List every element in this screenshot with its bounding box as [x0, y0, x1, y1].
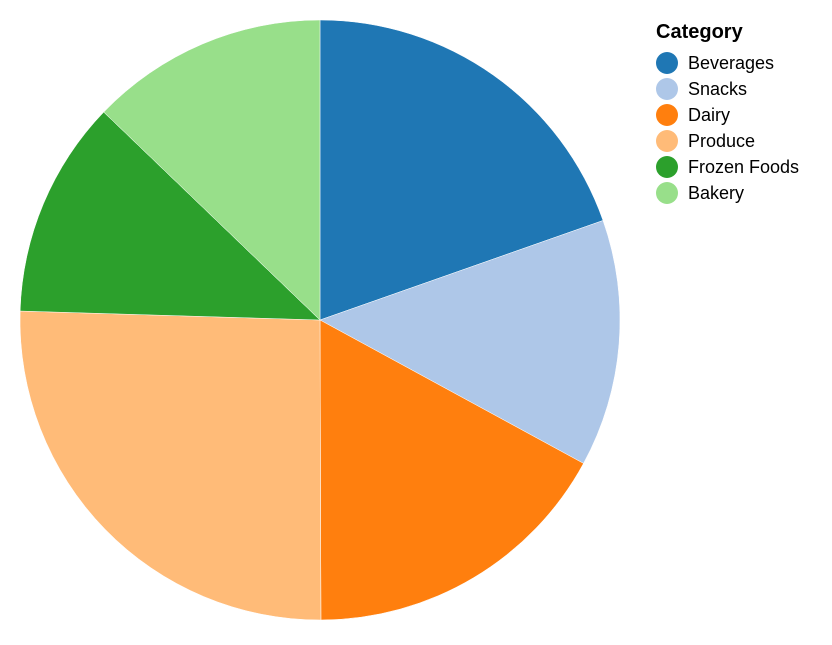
legend-swatch-frozen-foods: [656, 156, 678, 178]
legend-swatch-produce: [656, 130, 678, 152]
legend-label-bakery: Bakery: [688, 182, 745, 203]
pie-slice-bakery: [103, 19, 321, 321]
legend-items: Beverages Snacks Dairy Produce Frozen Foods B…: [656, 50, 826, 206]
legend-swatch-beverages: [656, 52, 678, 74]
pie-slice-frozen-foods: [19, 111, 321, 321]
legend: Category Beverages Snacks Dairy Produce Froz…: [656, 20, 826, 206]
legend-label-beverages: Beverages: [688, 52, 775, 73]
legend-swatch-snacks: [656, 78, 678, 100]
legend-item-bakery: Bakery: [656, 180, 826, 206]
pie-slice-produce: [19, 310, 322, 621]
pie-slice-beverages: [319, 19, 604, 321]
legend-item-produce: Produce: [656, 128, 826, 154]
pie-slice-snacks: [319, 220, 621, 464]
legend-item-beverages: Beverages: [656, 50, 826, 76]
legend-label-produce: Produce: [688, 130, 756, 151]
legend-label-frozen-foods: Frozen Foods: [688, 156, 800, 177]
legend-item-frozen-foods: Frozen Foods: [656, 154, 826, 180]
legend-item-dairy: Dairy: [656, 102, 826, 128]
legend-label-dairy: Dairy: [688, 104, 731, 125]
legend-item-snacks: Snacks: [656, 76, 826, 102]
legend-swatch-dairy: [656, 104, 678, 126]
pie-slice-dairy: [319, 319, 584, 621]
legend-title: Category: [656, 21, 743, 43]
legend-label-snacks: Snacks: [688, 78, 748, 99]
legend-swatch-bakery: [656, 182, 678, 204]
